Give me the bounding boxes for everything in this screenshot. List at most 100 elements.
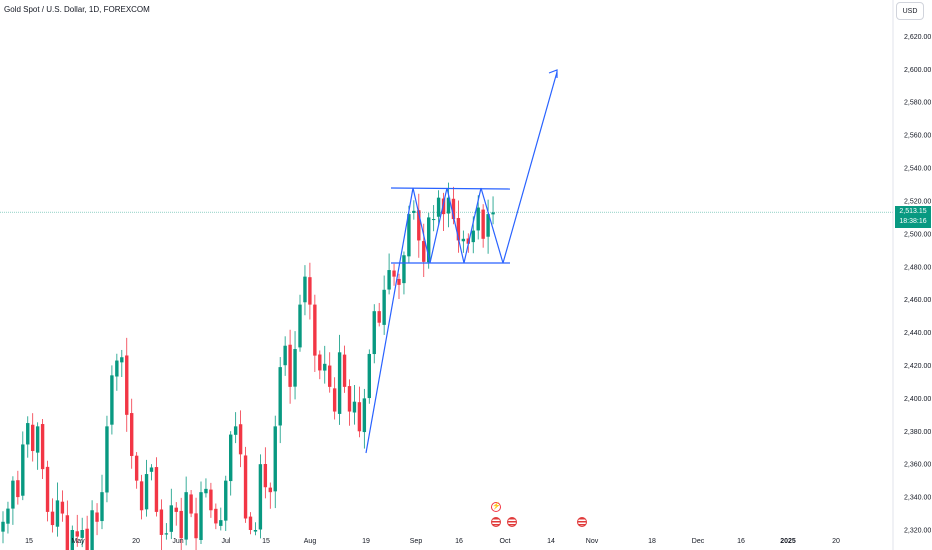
price-axis[interactable]: 2,620.00 2,600.00 2,580.00 2,560.00 2,540.00… — [892, 0, 931, 550]
price-tick-label: 2,560.00 — [904, 133, 931, 140]
trend-line — [463, 187, 482, 264]
time-tick-label: 19 — [362, 538, 370, 545]
drawings[interactable] — [365, 69, 558, 454]
candle-body — [164, 533, 169, 535]
candle-body — [337, 352, 342, 414]
candle-body — [214, 508, 218, 524]
candle-body — [6, 508, 10, 524]
candle-body — [229, 434, 233, 482]
time-axis[interactable]: 15 May 20 Jun Jul 15 Aug 19 Sep 16 Oct 14 Nov 18 Dec 16… — [25, 538, 840, 545]
candle-body — [313, 304, 317, 356]
price-tick-label: 2,420.00 — [904, 363, 931, 370]
price-tick-label: 2,600.00 — [904, 67, 931, 74]
candle-body — [209, 489, 213, 511]
price-tick-label: 2,500.00 — [904, 231, 931, 238]
candle-body — [377, 311, 381, 323]
candle-body — [446, 197, 451, 214]
candle-body — [357, 402, 362, 432]
candle-body — [268, 487, 272, 493]
candle-body — [238, 424, 243, 455]
candle-body — [40, 424, 45, 470]
candle-body — [189, 494, 193, 514]
candle-body — [362, 398, 367, 433]
last-price-label: 2,513.15 18:38:16 — [895, 206, 931, 228]
candle-body — [427, 217, 431, 263]
candle-body — [16, 480, 20, 498]
currency-button[interactable]: USD — [896, 2, 924, 20]
time-tick-label: 2025 — [780, 538, 796, 545]
candle-body — [441, 198, 446, 215]
candle-body — [55, 500, 60, 527]
candle-body — [50, 511, 55, 526]
time-tick-label: Jun — [172, 538, 183, 545]
price-tick-label: 2,360.00 — [904, 462, 931, 469]
candle-body — [332, 388, 337, 412]
candle-body — [253, 530, 258, 532]
candle-body — [352, 401, 357, 413]
candle-body — [263, 463, 268, 488]
candle-body — [412, 210, 416, 213]
candle-body — [328, 365, 332, 387]
candle-body — [139, 481, 144, 511]
trend-line — [480, 187, 504, 264]
candle-body — [471, 230, 475, 243]
candle-body — [90, 510, 94, 550]
candle-body — [318, 354, 322, 371]
candle-body — [456, 218, 461, 241]
candle-body — [224, 480, 228, 521]
candle-body — [60, 501, 65, 514]
candle-body — [308, 277, 312, 305]
candle-body — [115, 360, 119, 377]
candle-body — [436, 197, 441, 217]
candle-body — [194, 513, 198, 539]
candle-body — [382, 289, 386, 325]
candle-body — [392, 270, 396, 277]
us-flag-event-icon[interactable] — [491, 517, 501, 527]
candle-body — [486, 214, 490, 237]
candle-body — [45, 466, 50, 512]
time-tick-label: Sep — [410, 538, 423, 545]
candle-body — [26, 423, 30, 445]
candle-body — [169, 505, 173, 532]
symbol-title[interactable]: Gold Spot / U.S. Dollar, 1D, FOREXCOM — [4, 5, 150, 14]
candle-body — [431, 219, 436, 221]
candle-body — [476, 207, 480, 231]
candle-body — [35, 426, 40, 453]
us-flag-event-icon[interactable] — [507, 517, 517, 527]
last-price-value: 2,513.15 — [899, 208, 927, 215]
candle-body — [417, 210, 421, 241]
candle-body — [85, 528, 89, 550]
candle-body — [387, 270, 391, 290]
candle-body — [105, 426, 109, 493]
trend-line — [412, 187, 431, 264]
candle-body — [402, 255, 406, 284]
candle-body — [481, 209, 485, 239]
price-tick-label: 2,380.00 — [904, 429, 931, 436]
candle-body — [1, 521, 5, 532]
candle-body — [466, 238, 470, 244]
candle-body — [407, 214, 411, 257]
candle-body — [70, 530, 74, 550]
bar-countdown: 18:38:16 — [899, 218, 927, 225]
candle-body — [179, 510, 183, 539]
candle-body — [130, 413, 134, 456]
time-tick-label: 14 — [547, 538, 555, 545]
candle-body — [303, 276, 307, 303]
economic-event-icon[interactable]: ⚡ — [491, 502, 501, 512]
candle-body — [21, 444, 25, 496]
time-tick-label: Nov — [586, 538, 599, 545]
trend-line — [446, 187, 465, 264]
price-tick-label: 2,580.00 — [904, 100, 931, 107]
candle-body — [397, 278, 401, 285]
candle-body — [233, 426, 238, 435]
candle-body — [258, 464, 263, 530]
candle-body — [65, 515, 70, 550]
arrow-head — [548, 69, 558, 78]
candle-body — [11, 480, 15, 509]
time-tick-label: 16 — [737, 538, 745, 545]
trend-line — [365, 187, 414, 454]
candle-body — [174, 507, 178, 512]
candle-body — [159, 509, 164, 535]
us-flag-event-icon[interactable] — [577, 517, 587, 527]
